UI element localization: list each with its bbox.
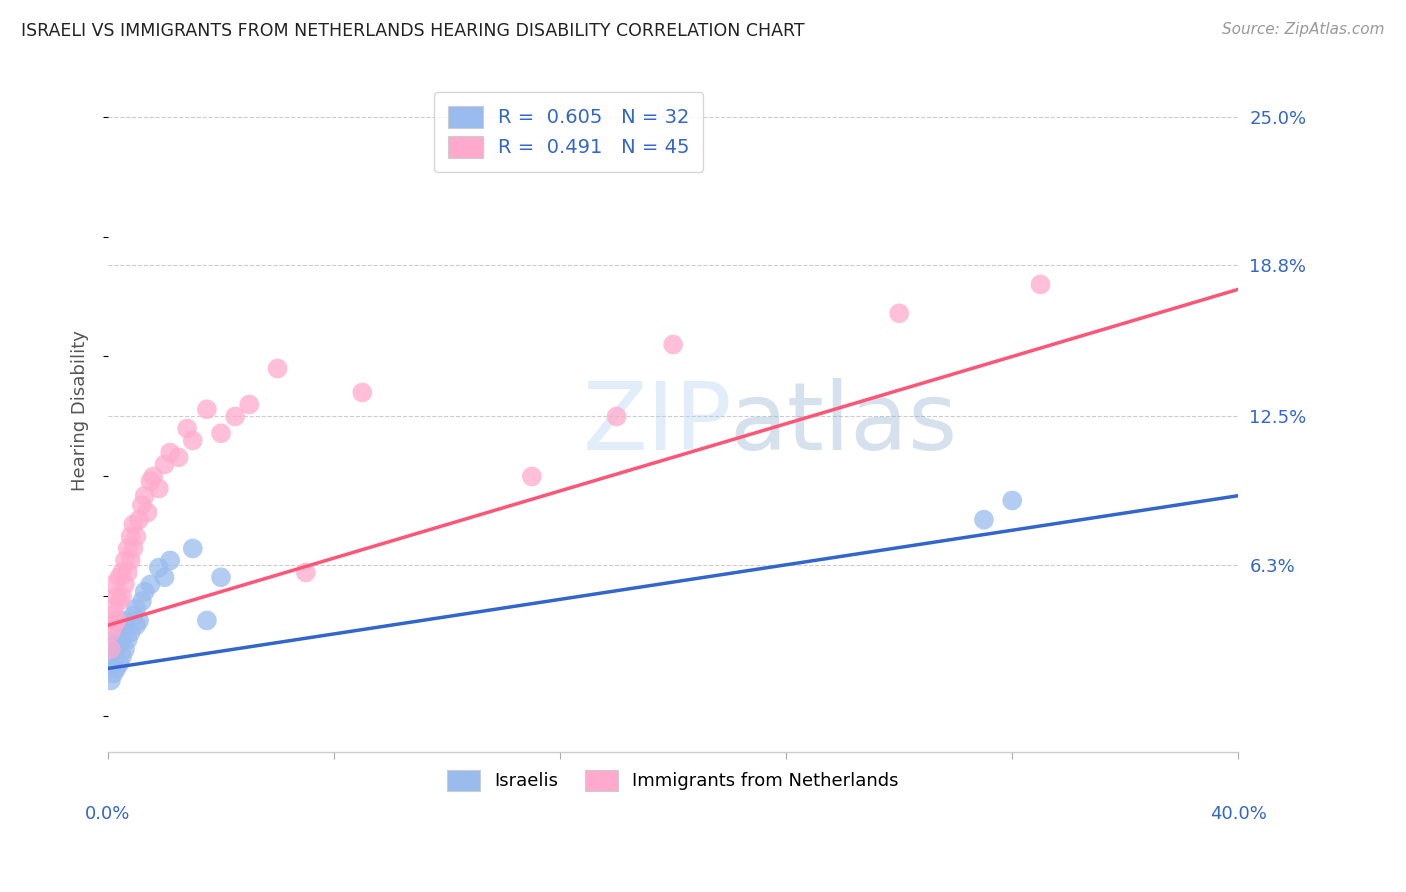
Point [103, 618, 125, 632]
Legend: Israelis, Immigrants from Netherlands: Israelis, Immigrants from Netherlands [433, 756, 914, 805]
Point [195, 402, 218, 417]
Point [103, 666, 125, 681]
Point [100, 642, 122, 657]
Point [238, 397, 260, 411]
Point [139, 577, 162, 591]
Point [105, 614, 128, 628]
Point [148, 560, 170, 574]
Point [139, 475, 162, 489]
Point [114, 618, 136, 632]
Point [117, 566, 139, 580]
Point [167, 450, 190, 465]
Point [131, 594, 153, 608]
Point [142, 469, 165, 483]
Point [122, 541, 145, 556]
Text: ISRAELI VS IMMIGRANTS FROM NETHERLANDS HEARING DISABILITY CORRELATION CHART: ISRAELI VS IMMIGRANTS FROM NETHERLANDS H… [21, 22, 804, 40]
Point [122, 517, 145, 532]
Point [662, 337, 685, 351]
Point [120, 625, 142, 640]
Point [148, 482, 170, 496]
Point [125, 618, 148, 632]
Point [224, 409, 246, 424]
Point [114, 642, 136, 657]
Point [352, 385, 374, 400]
Point [1029, 277, 1052, 292]
Point [973, 513, 995, 527]
Point [153, 570, 176, 584]
Point [125, 529, 148, 543]
Point [136, 506, 159, 520]
Point [105, 642, 128, 657]
Point [111, 614, 134, 628]
Point [103, 577, 125, 591]
Point [100, 608, 122, 623]
Point [128, 614, 150, 628]
Point [103, 601, 125, 615]
Point [122, 608, 145, 623]
Text: 40.0%: 40.0% [1209, 805, 1267, 823]
Point [606, 409, 628, 424]
Point [100, 625, 122, 640]
Point [153, 458, 176, 472]
Point [266, 361, 288, 376]
Point [117, 541, 139, 556]
Point [520, 469, 543, 483]
Point [134, 489, 156, 503]
Point [120, 553, 142, 567]
Point [1001, 493, 1024, 508]
Point [108, 570, 131, 584]
Point [159, 445, 181, 459]
Point [181, 434, 204, 448]
Point [103, 649, 125, 664]
Point [176, 421, 198, 435]
Point [108, 657, 131, 671]
Point [108, 638, 131, 652]
Point [131, 498, 153, 512]
Point [128, 513, 150, 527]
Y-axis label: Hearing Disability: Hearing Disability [72, 330, 89, 491]
Point [195, 614, 218, 628]
Point [103, 638, 125, 652]
Point [120, 529, 142, 543]
Text: atlas: atlas [730, 378, 957, 470]
Point [105, 661, 128, 675]
Point [100, 657, 122, 671]
Point [181, 541, 204, 556]
Text: Source: ZipAtlas.com: Source: ZipAtlas.com [1222, 22, 1385, 37]
Point [114, 553, 136, 567]
Point [114, 577, 136, 591]
Point [111, 566, 134, 580]
Point [117, 632, 139, 647]
Point [889, 306, 911, 320]
Point [159, 553, 181, 567]
Point [294, 566, 316, 580]
Point [105, 625, 128, 640]
Point [108, 594, 131, 608]
Point [111, 649, 134, 664]
Point [209, 570, 232, 584]
Point [209, 426, 232, 441]
Text: 0.0%: 0.0% [86, 805, 131, 823]
Point [100, 673, 122, 688]
Point [111, 632, 134, 647]
Point [105, 590, 128, 604]
Point [134, 584, 156, 599]
Point [111, 590, 134, 604]
Point [125, 601, 148, 615]
Text: ZIP: ZIP [582, 378, 733, 470]
